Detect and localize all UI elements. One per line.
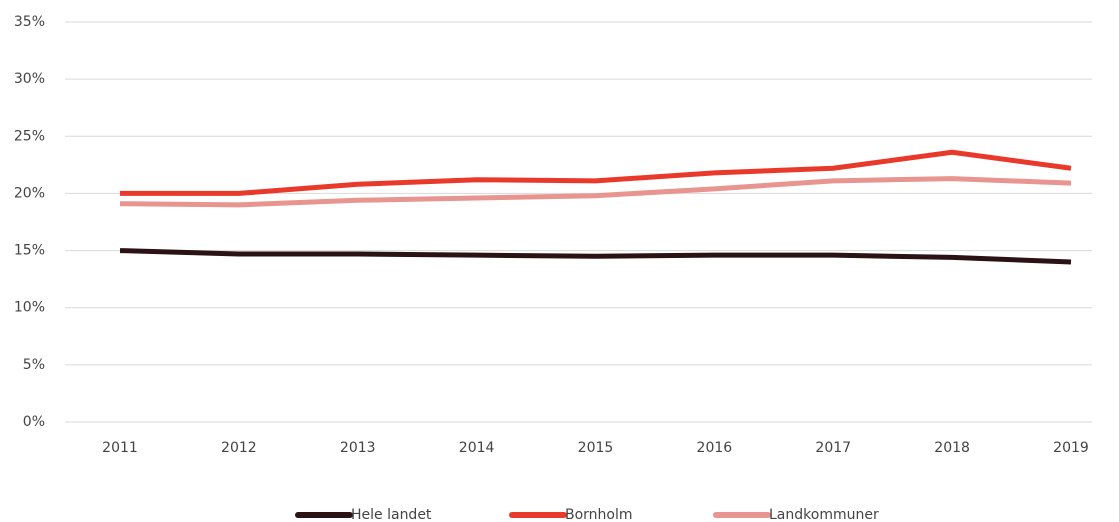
y-tick-label: 10%: [14, 300, 45, 316]
x-tick-label: 2014: [459, 440, 495, 456]
x-tick-label: 2018: [934, 440, 970, 456]
x-tick-label: 2013: [340, 440, 376, 456]
legend-label: Hele landet: [351, 507, 432, 522]
line-series: [119, 176, 1072, 208]
y-tick-label: 15%: [14, 243, 45, 259]
y-tick-label: 5%: [23, 357, 45, 373]
y-tick-label: 35%: [14, 14, 45, 30]
y-tick-label: 30%: [14, 71, 45, 87]
y-tick-label: 25%: [14, 128, 45, 144]
x-tick-label: 2012: [221, 440, 257, 456]
line-series: [119, 248, 1072, 265]
x-tick-label: 2017: [815, 440, 851, 456]
y-tick-label: 0%: [23, 414, 45, 430]
line-series: [120, 149, 1072, 196]
legend-label: Bornholm: [565, 507, 633, 522]
x-tick-label: 2016: [697, 440, 733, 456]
x-tick-label: 2019: [1053, 440, 1089, 456]
y-tick-label: 20%: [14, 185, 45, 201]
x-tick-label: 2015: [578, 440, 614, 456]
legend-label: Landkommuner: [769, 507, 879, 522]
x-tick-label: 2011: [102, 440, 138, 456]
